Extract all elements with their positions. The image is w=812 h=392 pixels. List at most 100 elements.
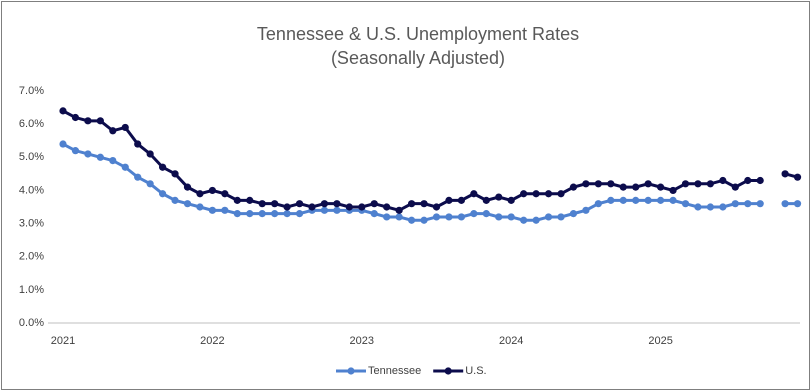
series-marker: [196, 190, 204, 198]
series-marker: [146, 150, 154, 158]
series-marker: [632, 196, 640, 204]
x-tick-label: 2024: [499, 335, 523, 347]
series-marker: [208, 206, 216, 214]
series-marker: [457, 196, 465, 204]
series-marker: [84, 150, 92, 158]
y-tick-label: 3.0%: [19, 217, 44, 229]
series-marker: [134, 140, 142, 148]
series-marker: [706, 180, 715, 188]
series-marker: [731, 183, 739, 191]
series-marker: [657, 196, 665, 204]
series-marker: [632, 183, 640, 191]
series-marker: [569, 210, 578, 218]
series-marker: [657, 183, 665, 191]
series-marker: [594, 200, 602, 208]
legend-marker: [444, 367, 452, 375]
series-marker: [470, 210, 478, 218]
series-marker: [495, 193, 503, 201]
series-marker: [408, 200, 416, 208]
series-marker: [159, 190, 167, 198]
series-marker: [781, 200, 789, 208]
series-marker: [557, 190, 565, 198]
series-marker: [395, 213, 403, 221]
series-marker: [121, 163, 129, 171]
series-marker: [793, 173, 802, 181]
series-marker: [134, 173, 142, 181]
series-marker: [308, 203, 316, 211]
series-marker: [221, 206, 229, 214]
series-marker: [96, 117, 104, 125]
series-marker: [719, 176, 727, 185]
legend-label: Tennessee: [368, 365, 421, 377]
series-marker: [681, 180, 690, 188]
series-marker: [246, 196, 254, 204]
chart-subtitle: (Seasonally Adjusted): [331, 48, 505, 68]
series-marker: [644, 180, 652, 188]
series-marker: [482, 210, 490, 218]
series-marker: [84, 117, 92, 125]
series-marker: [432, 203, 441, 211]
series-marker: [594, 180, 602, 188]
series-marker: [109, 127, 117, 135]
series-marker: [370, 200, 378, 208]
series-marker: [470, 190, 478, 198]
series-marker: [681, 200, 690, 208]
series-marker: [333, 200, 341, 208]
series-marker: [694, 180, 702, 188]
series-marker: [432, 213, 441, 221]
series-marker: [208, 186, 216, 195]
series-marker: [283, 203, 291, 211]
series-marker: [619, 196, 627, 204]
series-marker: [532, 216, 540, 224]
series-marker: [59, 107, 67, 115]
series-marker: [619, 183, 627, 191]
series-marker: [246, 210, 254, 218]
y-tick-label: 6.0%: [19, 118, 44, 130]
series-marker: [146, 180, 154, 188]
series-marker: [793, 200, 802, 208]
series-marker: [283, 210, 291, 218]
series-marker: [121, 123, 129, 132]
series-marker: [383, 213, 391, 221]
series-marker: [59, 140, 67, 148]
legend-label: U.S.: [465, 365, 486, 377]
x-tick-label: 2025: [648, 335, 672, 347]
chart-title: Tennessee & U.S. Unemployment Rates: [257, 24, 579, 44]
series-marker: [544, 213, 553, 221]
series-marker: [781, 170, 789, 178]
series-marker: [233, 196, 241, 204]
series-marker: [370, 210, 378, 218]
series-marker: [420, 200, 428, 208]
series-marker: [271, 200, 279, 208]
series-marker: [358, 203, 366, 211]
series-marker: [532, 190, 540, 198]
series-marker: [183, 200, 192, 208]
series-marker: [706, 203, 715, 211]
series-marker: [183, 183, 192, 191]
series-marker: [582, 206, 590, 214]
series-marker: [445, 196, 453, 204]
series-marker: [445, 213, 453, 221]
y-tick-label: 4.0%: [19, 184, 44, 196]
series-marker: [320, 206, 329, 214]
series-marker: [694, 203, 702, 211]
series-marker: [109, 157, 117, 165]
series-marker: [159, 163, 167, 171]
series-marker: [607, 180, 615, 188]
series-marker: [669, 196, 677, 204]
legend-marker: [347, 367, 355, 375]
series-marker: [171, 170, 179, 178]
series-marker: [408, 216, 416, 224]
series-marker: [582, 180, 590, 188]
series-marker: [731, 200, 739, 208]
series-marker: [196, 203, 204, 211]
series-marker: [333, 206, 341, 214]
series-marker: [482, 196, 490, 204]
series-marker: [258, 210, 266, 218]
series-marker: [557, 213, 565, 221]
series-marker: [395, 206, 403, 214]
series-marker: [719, 203, 727, 211]
series-marker: [295, 210, 304, 218]
